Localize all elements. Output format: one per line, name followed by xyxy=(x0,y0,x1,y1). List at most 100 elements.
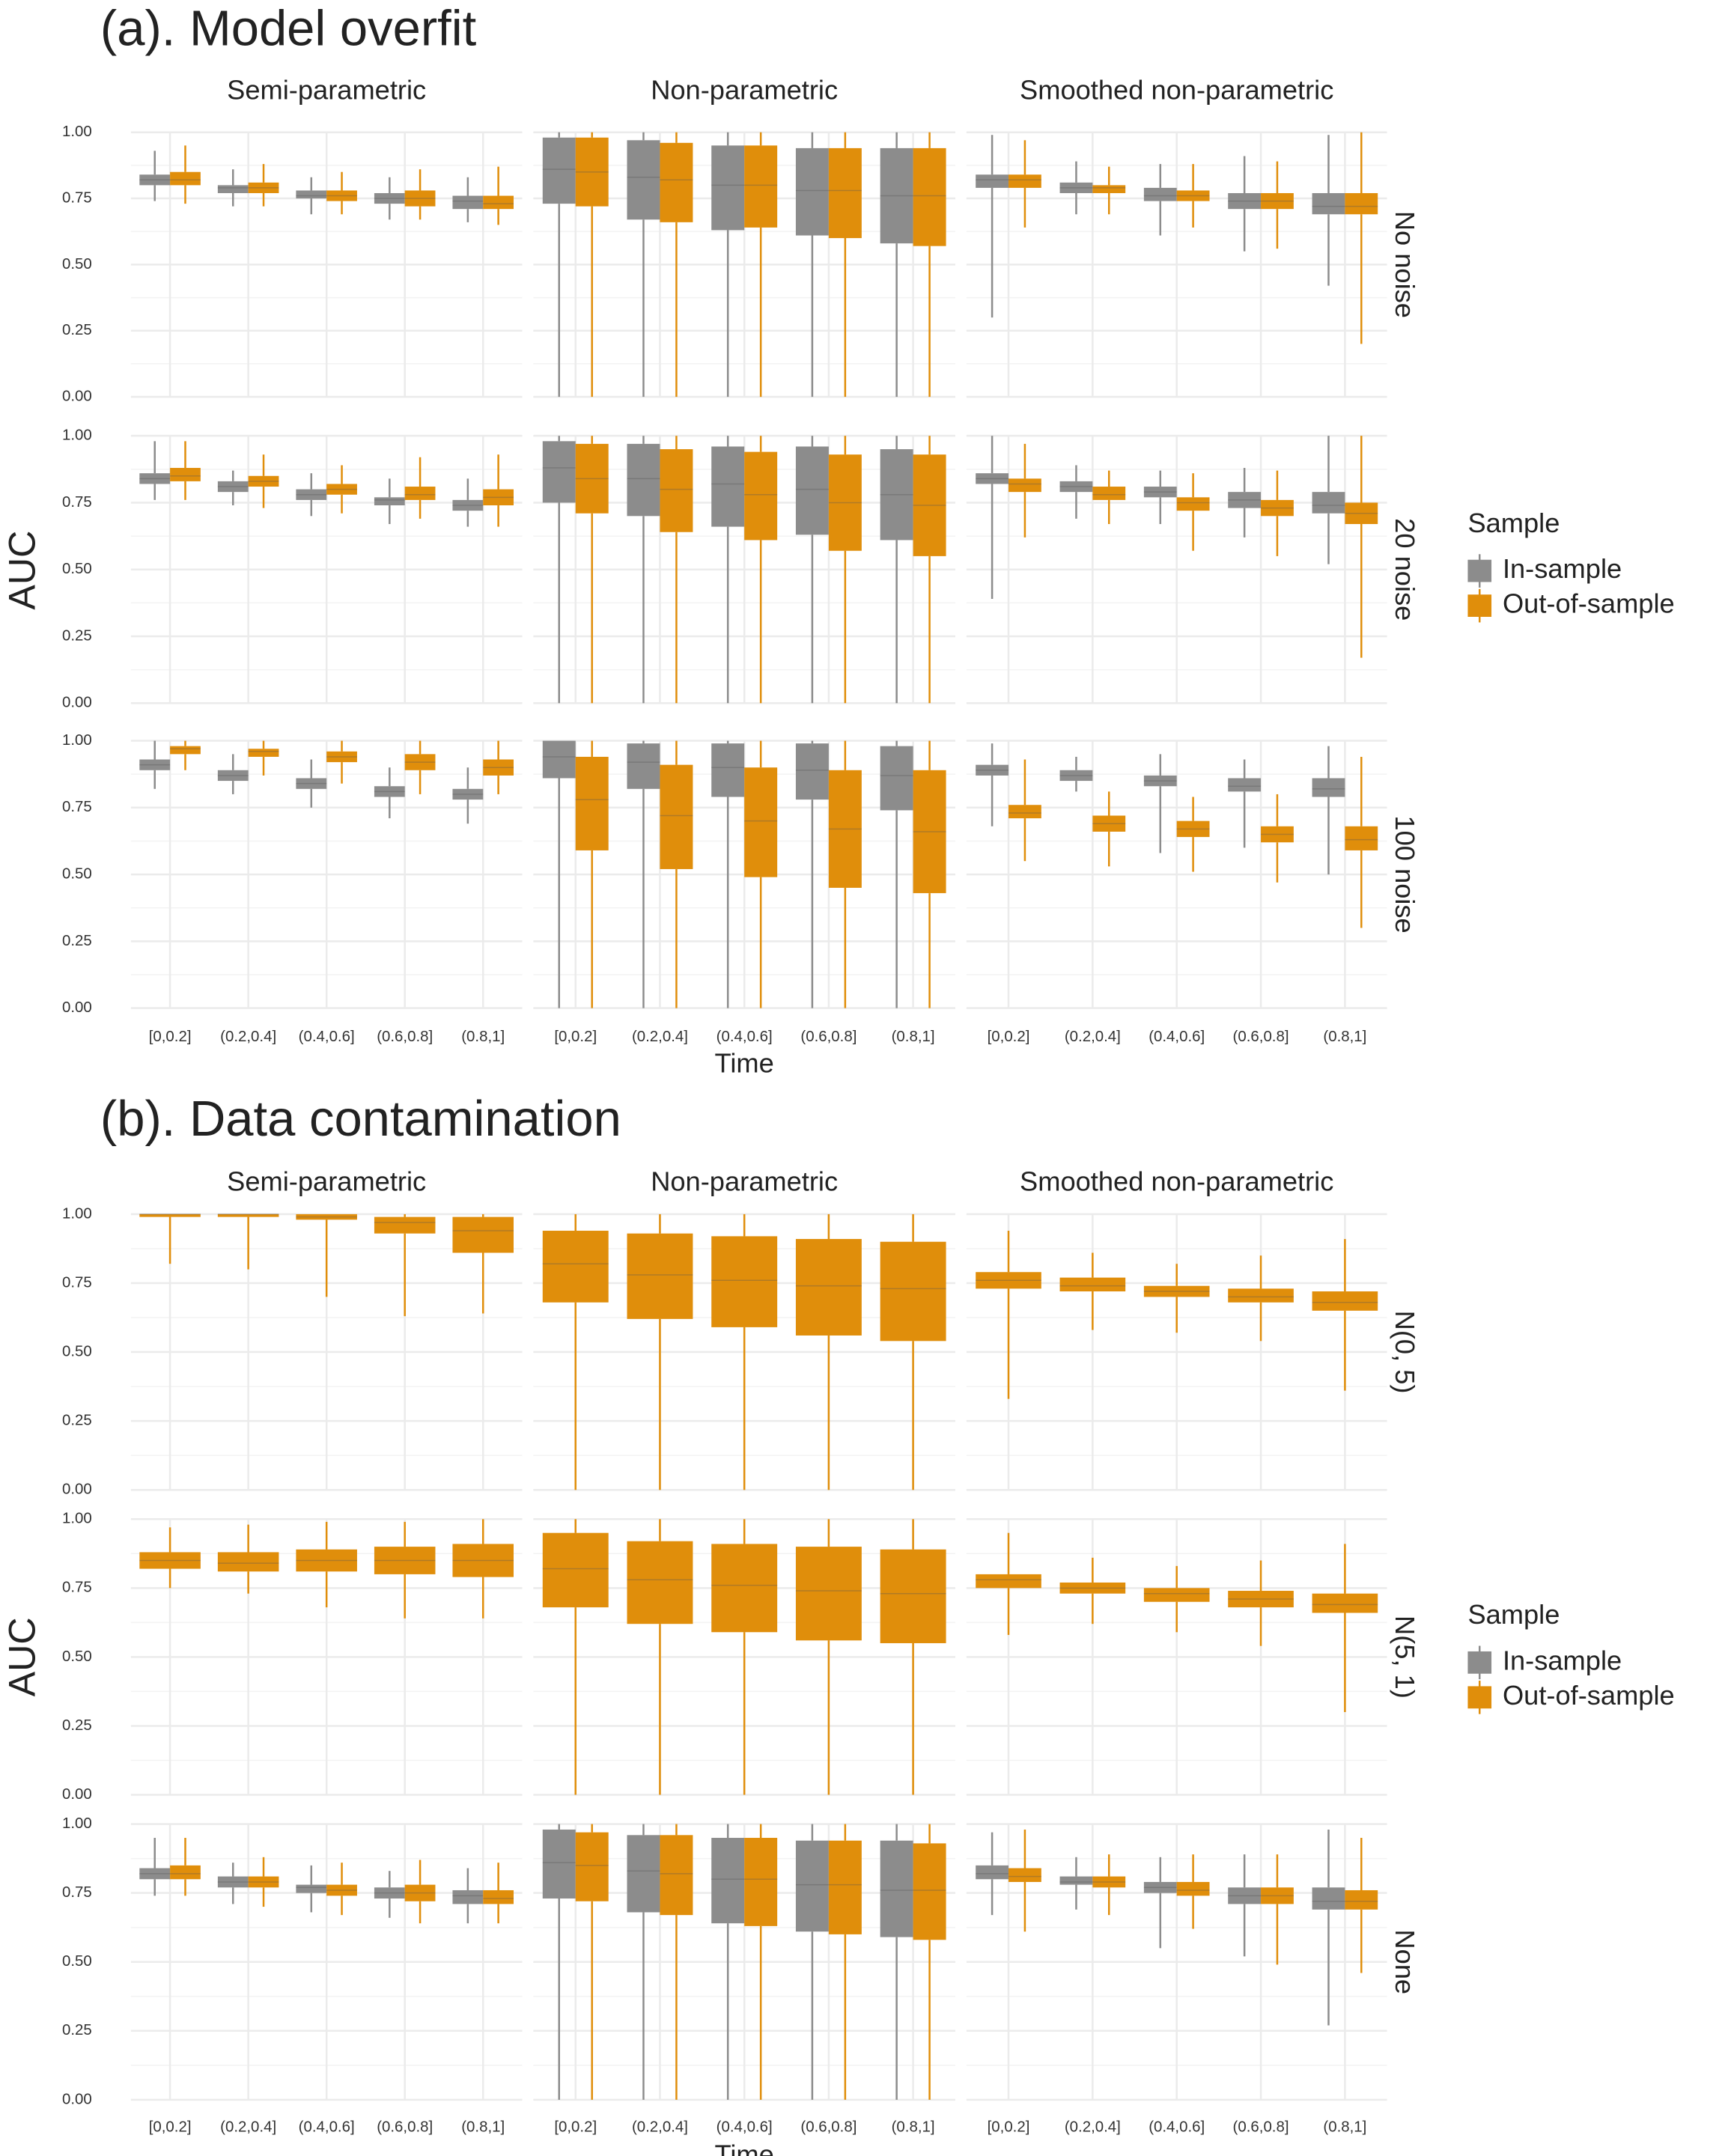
legend: Sample In-sample Out-of-sample xyxy=(1467,508,1675,623)
out-of-sample-box xyxy=(660,1835,693,1916)
x-tick-label: (0.6,0.8] xyxy=(1233,1028,1289,1045)
in-sample-box xyxy=(374,497,405,506)
y-tick-label: 0.50 xyxy=(62,255,92,272)
y-tick-label: 0.00 xyxy=(62,388,92,405)
out-of-sample-box xyxy=(248,182,279,193)
facet-panel xyxy=(130,131,523,398)
out-of-sample-box xyxy=(744,1838,778,1926)
in-sample-box xyxy=(976,473,1009,484)
in-sample-box xyxy=(296,489,327,500)
in-sample-box xyxy=(374,1887,405,1899)
y-tick-label: 0.50 xyxy=(62,560,92,577)
in-sample-box xyxy=(880,746,913,811)
out-of-sample-box xyxy=(326,751,357,763)
y-tick-label: 0.25 xyxy=(62,321,92,338)
x-tick-label: (0.6,0.8] xyxy=(377,2118,433,2135)
x-tick-label: (0.6,0.8] xyxy=(377,1028,433,1045)
out-of-sample-box xyxy=(483,489,514,506)
x-tick-label: (0.6,0.8] xyxy=(1233,2118,1289,2135)
x-axis-title: Time xyxy=(715,2140,774,2156)
out-of-sample-box xyxy=(828,454,862,551)
in-sample-box xyxy=(1143,1881,1177,1893)
out-of-sample-box xyxy=(828,1840,862,1934)
out-of-sample-box xyxy=(170,1865,201,1880)
y-tick-label: 0.75 xyxy=(62,189,92,206)
x-tick-label: (0.4,0.6] xyxy=(1149,2118,1205,2135)
facet-panel xyxy=(533,740,955,1009)
out-of-sample-box xyxy=(217,1213,279,1217)
legend-key-out-of-sample xyxy=(1467,594,1492,617)
y-tick-label: 0.00 xyxy=(62,999,92,1016)
out-of-sample-box xyxy=(404,487,436,500)
out-of-sample-box xyxy=(1261,192,1294,210)
out-of-sample-box xyxy=(1345,1889,1378,1910)
out-of-sample-box xyxy=(1008,478,1041,493)
facet-row-label: N(5, 1) xyxy=(1390,1616,1420,1699)
out-of-sample-box xyxy=(404,190,436,207)
y-tick-label: 0.50 xyxy=(62,865,92,882)
legend-key-out-of-sample xyxy=(1467,1686,1492,1709)
in-sample-box xyxy=(627,743,660,789)
out-of-sample-box xyxy=(1345,826,1378,850)
facet-column-label: Non-parametric xyxy=(651,1166,838,1197)
out-of-sample-box xyxy=(542,1532,609,1608)
in-sample-box xyxy=(542,1829,576,1899)
out-of-sample-box xyxy=(660,449,693,532)
y-tick-label: 0.00 xyxy=(62,694,92,711)
x-tick-label: (0.4,0.6] xyxy=(299,2118,355,2135)
out-of-sample-box xyxy=(1228,1288,1294,1303)
x-tick-label: (0.4,0.6] xyxy=(717,1028,773,1045)
in-sample-box xyxy=(452,499,484,511)
facet-panel xyxy=(533,1823,955,2101)
in-sample-box xyxy=(217,770,249,782)
x-tick-label: (0.8,1] xyxy=(892,1028,935,1045)
in-sample-box xyxy=(1143,487,1177,498)
out-of-sample-box xyxy=(452,1216,514,1253)
out-of-sample-box xyxy=(248,475,279,487)
in-sample-box xyxy=(1312,1887,1345,1910)
in-sample-box xyxy=(542,441,576,503)
y-tick-label: 1.00 xyxy=(62,123,92,140)
y-axis-title: AUC xyxy=(1,1617,43,1696)
in-sample-box xyxy=(296,190,327,199)
facet-column-label: Smoothed non-parametric xyxy=(1020,1166,1333,1197)
out-of-sample-box xyxy=(627,1541,693,1624)
in-sample-box xyxy=(1228,778,1262,792)
y-tick-label: 0.25 xyxy=(62,932,92,949)
out-of-sample-box xyxy=(1143,1588,1210,1602)
in-sample-box xyxy=(452,788,484,800)
facet-row-label: None xyxy=(1390,1929,1420,1994)
out-of-sample-box xyxy=(976,1574,1041,1589)
in-sample-box xyxy=(374,786,405,797)
y-tick-label: 1.00 xyxy=(62,1510,92,1527)
in-sample-box xyxy=(217,481,249,493)
in-sample-box xyxy=(627,140,660,220)
out-of-sample-box xyxy=(1008,1868,1041,1882)
facet-panel xyxy=(966,131,1387,398)
in-sample-box xyxy=(296,1884,327,1893)
in-sample-box xyxy=(976,764,1009,776)
in-sample-box xyxy=(217,185,249,193)
out-of-sample-box xyxy=(542,1231,609,1303)
facet-row-label: 20 noise xyxy=(1390,518,1420,621)
out-of-sample-box xyxy=(1176,497,1210,511)
in-sample-box xyxy=(1143,187,1177,201)
legend-key-in-sample xyxy=(1467,559,1492,582)
out-of-sample-box xyxy=(1345,192,1378,215)
out-of-sample-box xyxy=(1092,815,1126,832)
out-of-sample-box xyxy=(913,147,946,246)
facet-panel xyxy=(966,1213,1387,1491)
facet-panel xyxy=(130,740,523,1009)
x-tick-label: (0.6,0.8] xyxy=(800,2118,857,2135)
out-of-sample-box xyxy=(326,484,357,495)
out-of-sample-box xyxy=(483,1889,514,1904)
x-tick-label: [0,0.2] xyxy=(988,1028,1030,1045)
chart-title: (b). Data contamination xyxy=(100,1091,621,1147)
facet-row-label: 100 noise xyxy=(1390,815,1420,933)
x-tick-label: (0.8,1] xyxy=(892,2118,935,2135)
out-of-sample-box xyxy=(1008,805,1041,819)
out-of-sample-box xyxy=(404,754,436,770)
out-of-sample-box xyxy=(452,1544,514,1577)
out-of-sample-box xyxy=(913,454,946,556)
in-sample-box xyxy=(711,446,745,527)
